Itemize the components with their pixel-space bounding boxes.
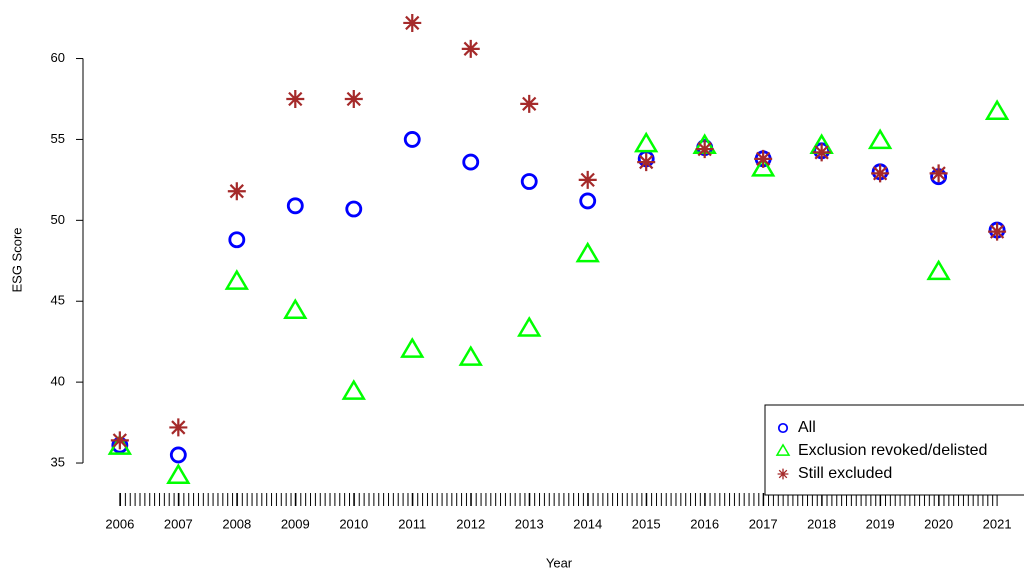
point [461, 39, 480, 58]
legend-symbol [777, 422, 789, 434]
x-tick-label: 2015 [632, 516, 661, 531]
x-tick-label: 2007 [164, 516, 193, 531]
point [578, 170, 597, 189]
point [224, 269, 249, 290]
x-tick-label: 2017 [749, 516, 778, 531]
y-tick-label: 45 [51, 293, 65, 308]
x-tick-label: 2006 [105, 516, 134, 531]
x-tick-label: 2016 [690, 516, 719, 531]
x-tick-label: 2010 [339, 516, 368, 531]
legend-box [764, 404, 1024, 496]
point [988, 222, 1007, 241]
legend-label: All [798, 419, 816, 436]
y-tick-label: 60 [51, 50, 65, 65]
point [812, 143, 831, 162]
legend-symbol [775, 443, 791, 456]
legend-label: Exclusion revoked/delisted [798, 442, 987, 459]
point [754, 149, 773, 168]
legend: All Exclusion revoked/delisted Still exclu… [764, 404, 1024, 496]
point [110, 431, 129, 450]
x-tick-label: 2014 [573, 516, 602, 531]
point [579, 192, 597, 210]
point [345, 200, 363, 218]
point [929, 164, 948, 183]
point [871, 164, 890, 183]
point [520, 173, 538, 190]
x-tick-label: 2021 [983, 516, 1012, 531]
point [169, 446, 187, 464]
point [344, 89, 363, 108]
point [400, 337, 425, 358]
y-tick-label: 40 [51, 374, 65, 389]
point [286, 89, 305, 108]
point [867, 128, 893, 150]
y-tick-label: 50 [51, 212, 65, 227]
point [926, 259, 951, 281]
x-tick-label: 2020 [924, 516, 953, 531]
point [462, 153, 480, 171]
point [637, 153, 656, 172]
point [458, 345, 483, 366]
x-axis-title: Year [546, 555, 573, 570]
point [634, 131, 659, 153]
y-axis-title: ESG Score [9, 227, 24, 292]
point [520, 94, 539, 113]
x-tick-label: 2019 [866, 516, 895, 531]
point [227, 182, 246, 201]
point [286, 197, 304, 215]
point [984, 99, 1010, 120]
x-tick-label: 2018 [807, 516, 836, 531]
point [169, 418, 188, 437]
point [575, 241, 600, 263]
x-tick-label: 2013 [515, 516, 544, 531]
point [403, 13, 422, 32]
x-tick-label: 2009 [281, 516, 310, 531]
x-tick-label: 2011 [398, 516, 426, 531]
y-tick-label: 35 [51, 454, 65, 469]
point [750, 155, 776, 177]
point [341, 379, 366, 400]
point [517, 316, 542, 337]
point [166, 463, 191, 485]
x-tick-label: 2012 [456, 516, 485, 531]
x-tick-label: 2008 [222, 516, 251, 531]
point [403, 131, 421, 148]
legend-label: Still excluded [798, 465, 892, 482]
point [283, 298, 308, 319]
point [228, 231, 246, 249]
minor-ticks [120, 493, 997, 506]
point [695, 140, 714, 159]
y-tick-label: 55 [51, 131, 65, 146]
legend-symbol [777, 468, 789, 480]
